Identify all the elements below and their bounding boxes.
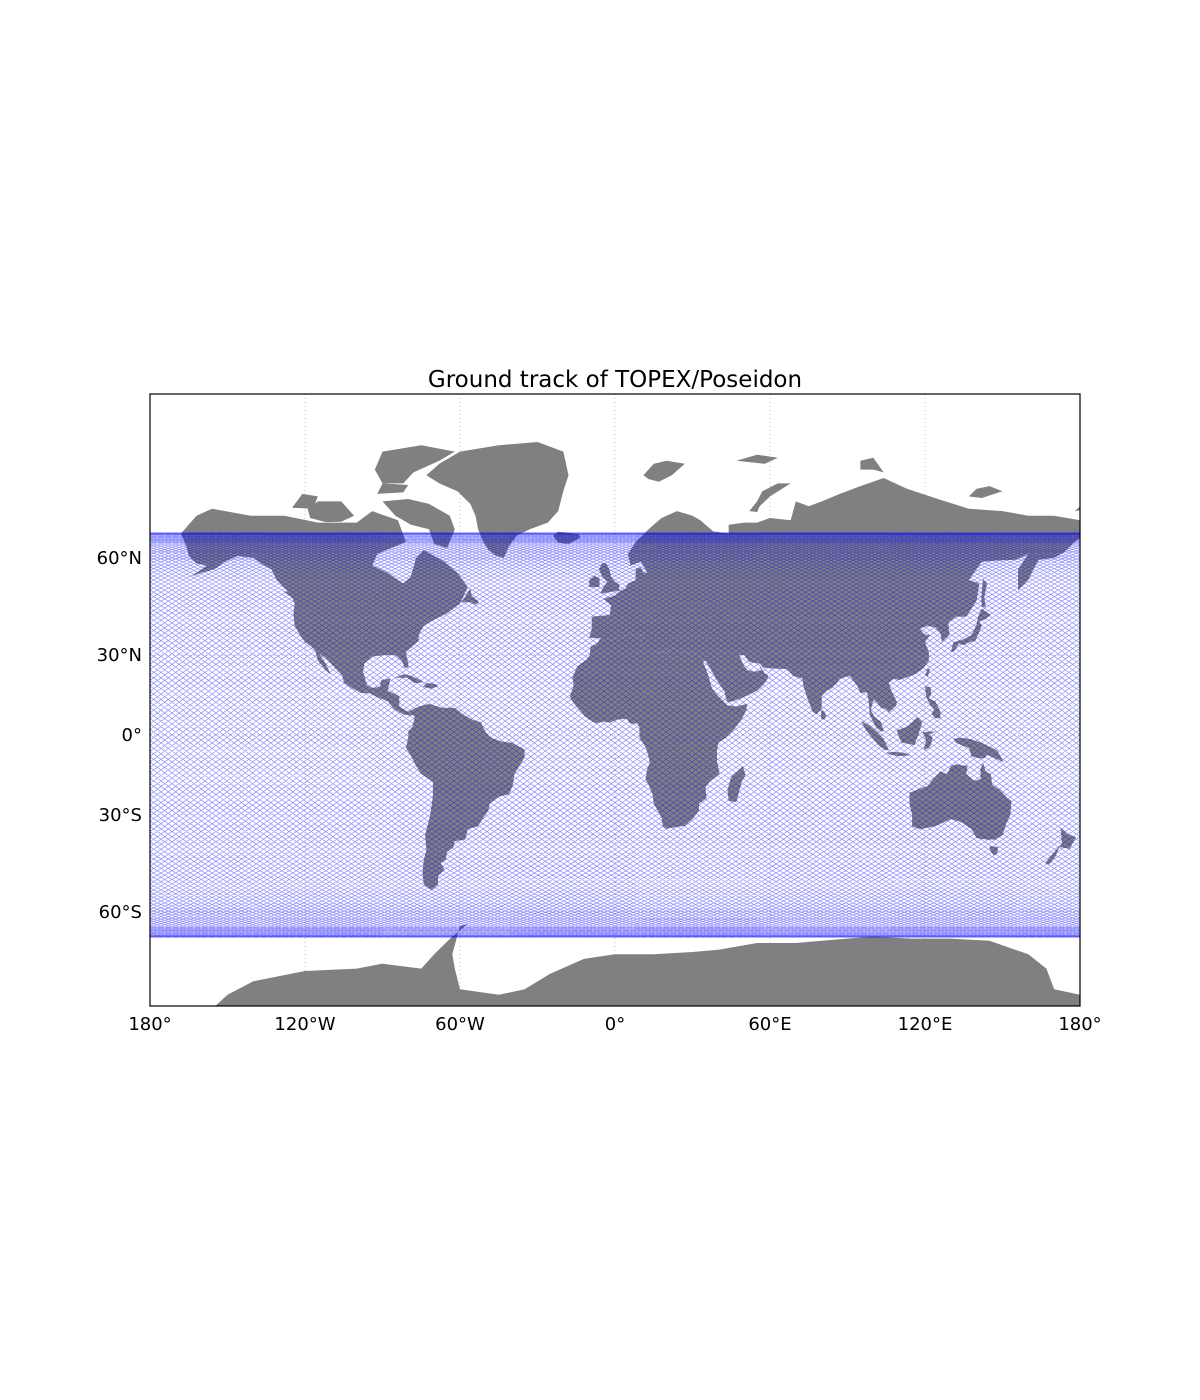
- land-uk: [599, 563, 620, 594]
- land-north-america: [181, 508, 468, 716]
- land-devon-island: [377, 483, 409, 494]
- land-sulawesi: [922, 731, 937, 750]
- land-severnaya-zemlya: [860, 457, 884, 473]
- longitude-tick-label: 120°W: [274, 1014, 335, 1035]
- ground-track-layer: [150, 532, 1080, 938]
- latitude-tick-label: 60°N: [97, 548, 142, 569]
- land-wrangel: [1074, 506, 1080, 512]
- land-japan: [950, 608, 991, 653]
- land-baffin: [382, 499, 455, 548]
- latitude-tick-label: 60°S: [99, 902, 142, 923]
- longitude-tick-label: 180°: [1058, 1014, 1101, 1035]
- longitude-tick-label: 60°W: [435, 1014, 485, 1035]
- latitude-tick-label: 30°S: [99, 805, 142, 826]
- land-taiwan: [925, 668, 931, 678]
- land-ireland: [589, 575, 600, 587]
- land-madagascar: [727, 766, 746, 803]
- land-franz-josef: [736, 454, 778, 464]
- land-novaya-zemlya: [749, 483, 791, 512]
- land-victoria-island: [307, 501, 355, 523]
- land-cuba: [395, 674, 424, 684]
- land-new-zealand: [1045, 827, 1077, 865]
- land-antarctica: [215, 924, 1080, 1006]
- land-svalbard: [643, 460, 685, 482]
- land-sumatra: [860, 720, 889, 751]
- longitude-tick-label: 120°E: [898, 1014, 953, 1035]
- land-africa: [569, 634, 747, 829]
- land-java: [886, 751, 911, 757]
- land-sri-lanka: [821, 710, 827, 720]
- latitude-tick-label: 30°N: [97, 645, 142, 666]
- longitude-tick-label: 60°E: [748, 1014, 791, 1035]
- land-iceland: [553, 531, 581, 544]
- land-layer: [181, 442, 1080, 1006]
- longitude-tick-label: 0°: [605, 1014, 625, 1035]
- longitude-tick-labels: 180° 120°W 60°W 0° 60°E 120°E 180°: [128, 1014, 1101, 1035]
- land-new-guinea: [953, 737, 1004, 763]
- map-frame: [149, 393, 1081, 1007]
- land-banks-island: [292, 493, 318, 509]
- land-new-siberian: [968, 486, 1003, 498]
- land-tasmania: [989, 846, 999, 856]
- land-south-america: [405, 703, 525, 890]
- ground-track: [150, 533, 1080, 937]
- land-greenland: [426, 442, 569, 558]
- land-australia: [909, 762, 1012, 840]
- longitude-tick-label: 180°: [128, 1014, 171, 1035]
- land-vancouver-island: [283, 591, 297, 600]
- land-hispaniola: [422, 682, 439, 689]
- land-borneo: [896, 716, 923, 746]
- land-ellesmere: [374, 445, 455, 484]
- land-newfoundland: [461, 588, 479, 605]
- latitude-tick-labels: 60°N 30°N 0° 30°S 60°S: [97, 548, 142, 923]
- land-philippines: [925, 686, 941, 719]
- land-sakhalin: [981, 579, 987, 607]
- map-title: Ground track of TOPEX/Poseidon: [428, 367, 802, 393]
- latitude-tick-label: 0°: [122, 725, 142, 746]
- land-eurasia: [589, 478, 1080, 732]
